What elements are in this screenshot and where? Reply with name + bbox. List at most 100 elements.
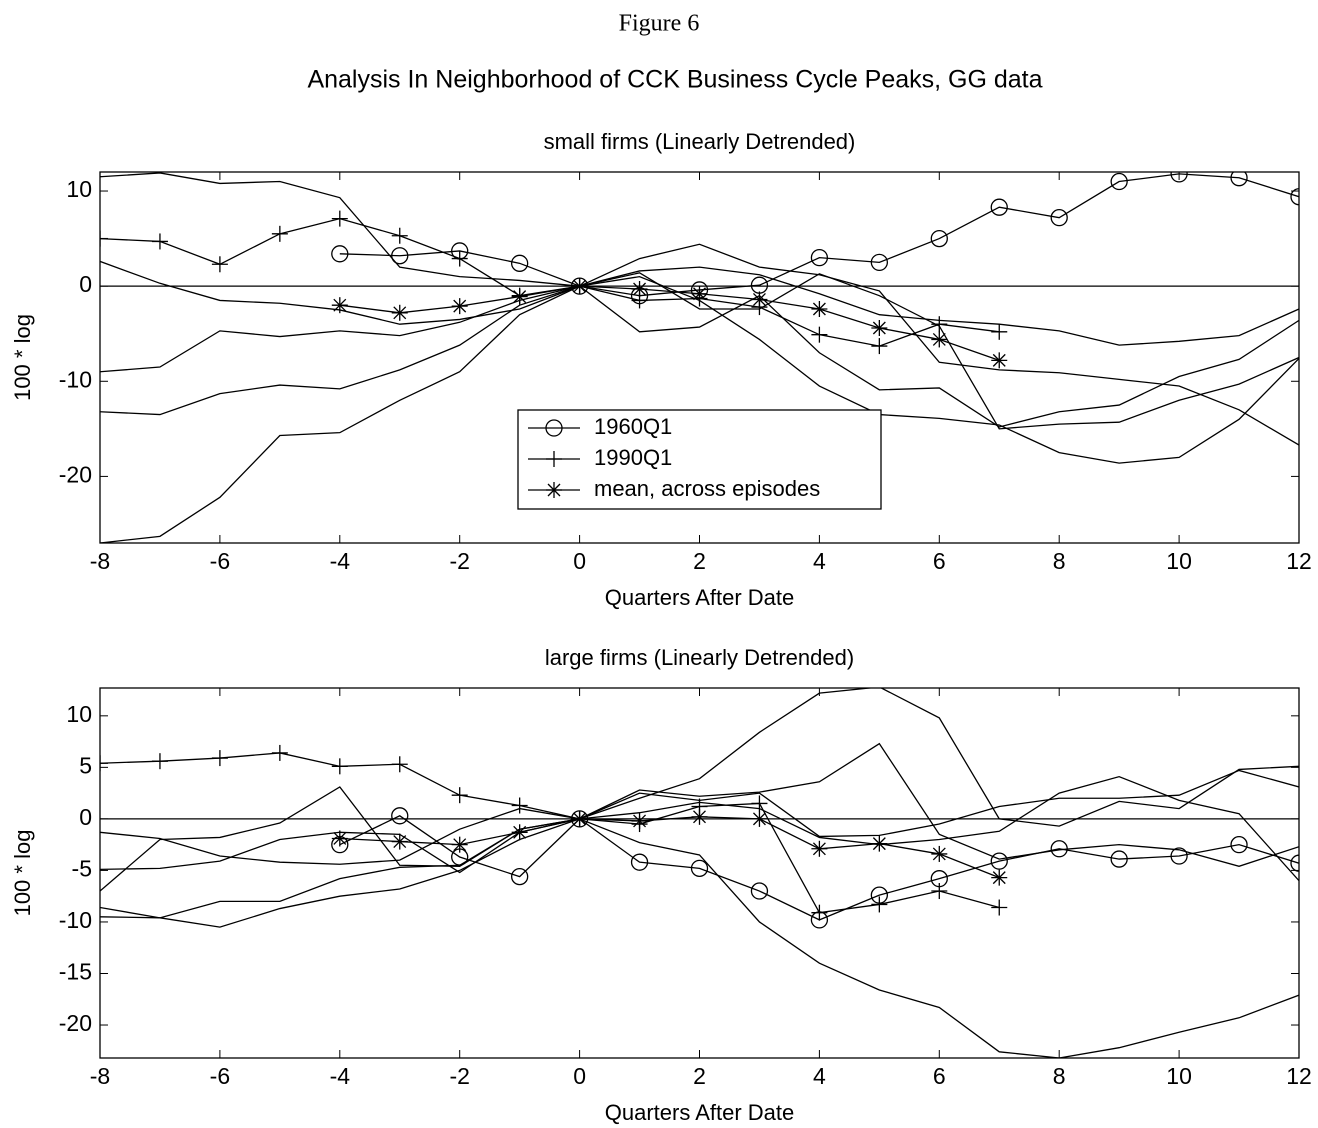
- data-marker: [991, 869, 1008, 886]
- series-line: [339, 173, 1299, 297]
- x-tick-label: -8: [90, 1063, 110, 1089]
- data-marker: [1290, 854, 1299, 872]
- x-tick-label: 2: [693, 1063, 706, 1089]
- marker-stroke: [633, 814, 647, 828]
- marker-circle: [750, 882, 769, 900]
- data-marker: [511, 797, 528, 814]
- data-marker: [750, 882, 769, 900]
- data-marker: [871, 835, 888, 852]
- data-marker: [991, 899, 1008, 916]
- y-tick-label: 10: [66, 701, 92, 727]
- data-marker: [211, 750, 228, 767]
- axes-frame: [99, 171, 1300, 544]
- legend-marker: [546, 482, 562, 498]
- chart-title: small firms (Linearly Detrended): [544, 129, 856, 154]
- x-axis-label: Quarters After Date: [605, 585, 795, 610]
- data-marker: [331, 830, 348, 847]
- marker-stroke: [693, 810, 706, 824]
- x-tick-label: 8: [1053, 548, 1066, 574]
- marker-circle: [545, 419, 563, 437]
- marker-stroke: [453, 299, 467, 313]
- marker-circle: [391, 247, 409, 265]
- data-marker: [391, 247, 409, 265]
- data-marker: [991, 323, 1008, 340]
- marker-stroke: [932, 332, 946, 346]
- data-marker: [990, 852, 1008, 870]
- marker-circle: [990, 198, 1008, 216]
- x-tick-label: -2: [449, 1063, 469, 1089]
- marker-stroke: [872, 321, 886, 335]
- y-tick-label: -20: [59, 1010, 92, 1036]
- x-tick-label: -6: [210, 548, 230, 574]
- data-marker: [930, 229, 948, 248]
- data-marker: [991, 352, 1008, 369]
- data-marker: [451, 250, 468, 267]
- marker-circle: [930, 229, 948, 248]
- x-tick-label: 0: [573, 1063, 586, 1089]
- marker-stroke: [752, 293, 766, 306]
- data-marker: [271, 225, 288, 242]
- marker-circle: [511, 867, 529, 886]
- data-marker: [1290, 188, 1299, 206]
- marker-circle: [511, 254, 529, 272]
- data-marker: [511, 254, 529, 272]
- data-marker: [931, 845, 948, 862]
- data-marker: [931, 316, 948, 333]
- x-tick-label: -8: [90, 548, 110, 574]
- axes-frame: [99, 687, 1300, 1059]
- marker-stroke: [992, 871, 1006, 885]
- data-marker: [630, 853, 649, 871]
- series-line: [100, 769, 1299, 865]
- series-line: [100, 742, 1299, 892]
- data-marker: [331, 245, 349, 263]
- series-line: [100, 688, 1299, 919]
- legend-label: 1990Q1: [594, 445, 672, 470]
- marker-circle: [1230, 172, 1248, 187]
- data-marker: [811, 326, 828, 343]
- x-tick-label: 12: [1286, 548, 1312, 574]
- marker-circle: [391, 807, 409, 825]
- data-marker: [511, 288, 528, 305]
- data-marker: [151, 753, 168, 770]
- data-marker: [871, 320, 888, 337]
- marker-stroke: [453, 838, 467, 852]
- data-marker: [1230, 836, 1248, 854]
- x-axis-label: Quarters After Date: [605, 1100, 795, 1125]
- x-tick-label: -4: [330, 1063, 351, 1089]
- data-marker: [391, 833, 408, 850]
- y-tick-label: -20: [59, 461, 92, 487]
- chart-title: large firms (Linearly Detrended): [545, 645, 854, 670]
- series-line: [339, 816, 1000, 879]
- data-marker: [511, 867, 529, 886]
- data-marker: [331, 758, 348, 775]
- series-line: [100, 260, 1299, 346]
- legend-label: 1960Q1: [594, 414, 672, 439]
- y-tick-label: 10: [66, 176, 92, 202]
- legend: 1960Q1 1990Q1 mean, across episodes: [517, 409, 882, 510]
- marker-circle: [630, 853, 649, 871]
- x-tick-label: 4: [813, 1063, 826, 1089]
- y-axis-label: 100 * log: [10, 314, 35, 401]
- y-tick-label: 0: [79, 804, 92, 830]
- y-tick-label: 5: [79, 752, 92, 778]
- marker-circle: [690, 859, 709, 878]
- data-marker: [871, 338, 888, 355]
- x-tick-label: 4: [813, 548, 826, 574]
- y-tick-label: -10: [59, 907, 92, 933]
- marker-circle: [331, 245, 349, 263]
- marker-stroke: [513, 290, 527, 304]
- y-axis-label: 100 * log: [10, 830, 35, 917]
- data-marker: [811, 840, 828, 857]
- data-marker: [1170, 172, 1188, 183]
- y-tick-label: 0: [79, 271, 92, 297]
- data-marker: [931, 331, 948, 348]
- marker-circle: [1110, 850, 1128, 868]
- series-line: [100, 818, 1299, 1058]
- data-marker: [1050, 209, 1068, 227]
- series-line: [339, 815, 1299, 921]
- data-marker: [990, 198, 1008, 216]
- data-marker: [151, 233, 168, 250]
- legend-marker: [546, 451, 562, 467]
- series-line: [100, 272, 1299, 430]
- marker-stroke: [633, 282, 647, 296]
